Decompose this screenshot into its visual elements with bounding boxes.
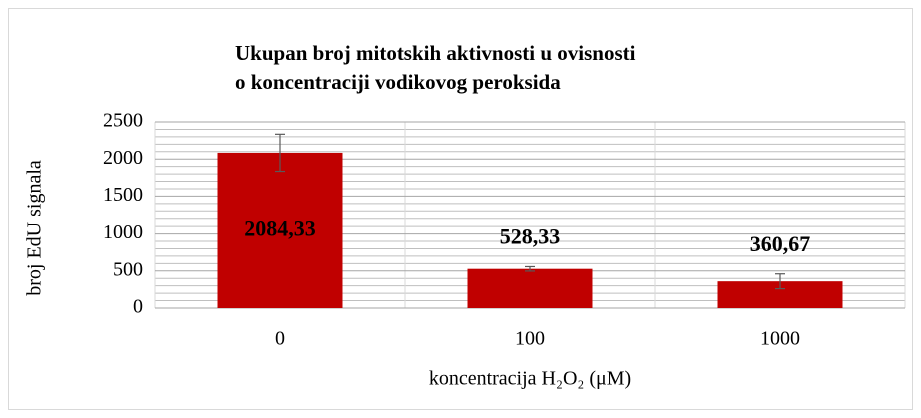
y-axis-label: broj EdU signala (24, 160, 46, 296)
chart-border (8, 8, 913, 410)
x-tick-label: 1000 (760, 328, 800, 350)
x-tick-label: 0 (275, 328, 285, 350)
y-tick-label: 0 (133, 296, 143, 318)
value-label: 528,33 (500, 224, 561, 249)
x-axis-label: koncentracija H₂O₂ (μM) (429, 368, 631, 390)
y-tick-label: 2500 (103, 110, 143, 132)
y-tick-label: 1000 (103, 221, 143, 243)
bar (217, 152, 343, 308)
value-label: 360,67 (750, 231, 811, 256)
chart-title-line: o koncentraciji vodikovog peroksida (235, 70, 561, 94)
y-tick-label: 500 (113, 258, 143, 280)
chart-title-line: Ukupan broj mitotskih aktivnosti u ovisn… (235, 41, 636, 65)
y-tick-label: 2000 (103, 147, 143, 169)
y-tick-label: 1500 (103, 184, 143, 206)
x-tick-label: 100 (515, 328, 545, 350)
value-label: 2084,33 (244, 216, 316, 241)
bar (467, 268, 593, 308)
